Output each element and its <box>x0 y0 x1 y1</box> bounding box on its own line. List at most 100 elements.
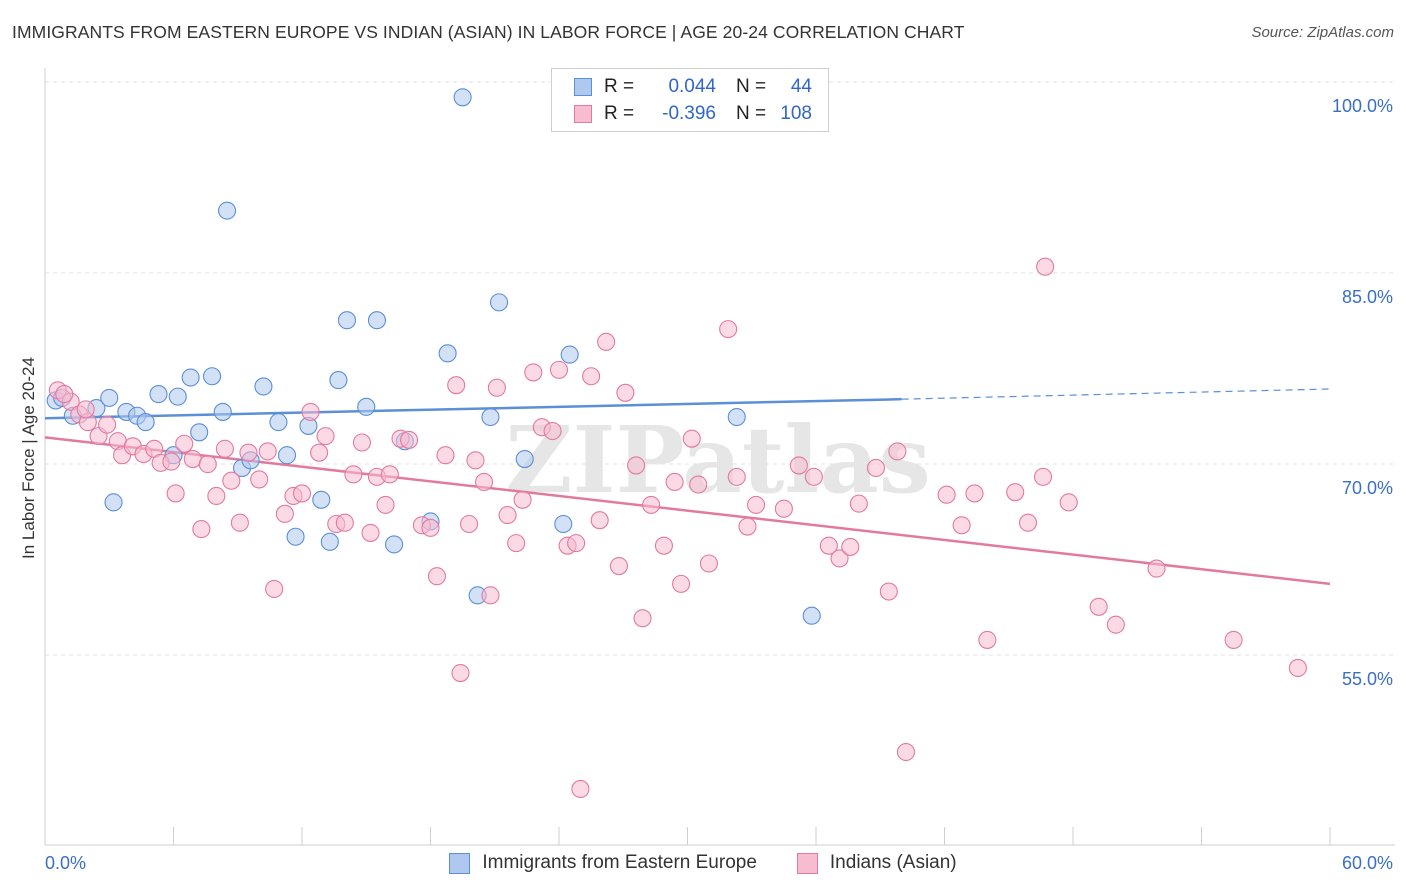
point-eastern-europe <box>312 490 331 509</box>
point-eastern-europe <box>168 387 187 406</box>
point-indians <box>301 402 320 421</box>
point-indians <box>609 556 629 576</box>
source-credit: Source: ZipAtlas.com <box>1251 24 1394 41</box>
trend-eastern-europe-extension <box>901 388 1331 400</box>
legend-row-indians: R = -0.396 N = 108 <box>574 102 812 126</box>
point-indians <box>879 582 898 601</box>
legend-swatch-eastern-europe <box>574 78 592 96</box>
point-indians <box>222 471 241 490</box>
point-eastern-europe <box>481 407 500 427</box>
point-indians <box>727 467 746 486</box>
point-eastern-europe <box>277 446 297 465</box>
point-eastern-europe <box>254 377 273 396</box>
point-indians <box>571 779 590 799</box>
point-indians <box>689 475 708 494</box>
point-eastern-europe <box>213 402 232 421</box>
point-indians <box>474 472 494 492</box>
point-indians <box>1018 513 1038 532</box>
legend-n-value: 108 <box>780 103 812 124</box>
legend-label-indians: Indians (Asian) <box>829 852 957 873</box>
y-tick-label: 55.0% <box>1342 669 1393 689</box>
point-indians <box>447 376 466 395</box>
point-eastern-europe <box>329 371 348 390</box>
point-eastern-europe <box>727 407 746 427</box>
point-eastern-europe <box>438 344 457 363</box>
point-indians <box>582 367 601 386</box>
point-indians <box>215 439 234 458</box>
point-indians <box>804 467 823 486</box>
point-indians <box>699 554 718 573</box>
legend-r-value: -0.396 <box>662 103 716 124</box>
point-indians <box>597 332 616 351</box>
legend-r-label: R = <box>604 76 635 97</box>
x-tick-labels: 0.0% 60.0% <box>45 853 1393 873</box>
point-indians <box>1089 597 1108 616</box>
point-indians <box>421 518 440 537</box>
point-indians <box>258 442 277 461</box>
point-indians <box>642 495 661 514</box>
axes <box>44 68 1395 846</box>
point-indians <box>888 442 907 461</box>
legend-label-eastern-europe: Immigrants from Eastern Europe <box>482 852 757 873</box>
point-indians <box>487 378 506 397</box>
point-indians <box>507 534 526 553</box>
point-indians <box>952 516 971 535</box>
point-eastern-europe <box>181 368 200 387</box>
point-indians <box>567 534 586 553</box>
legend-row-eastern-europe: R = 0.044 N = 44 <box>574 75 812 99</box>
point-indians <box>819 536 838 555</box>
point-indians <box>310 443 329 462</box>
point-indians <box>719 320 738 339</box>
point-eastern-europe <box>320 532 339 551</box>
stats-legend: R = 0.044 N = 44 R = -0.396 N = 108 <box>551 68 829 132</box>
point-eastern-europe <box>217 201 237 220</box>
y-tick-label: 70.0% <box>1342 478 1393 498</box>
point-indians <box>866 458 886 478</box>
point-indians <box>436 446 455 465</box>
point-indians <box>198 455 217 474</box>
legend-r-label: R = <box>604 103 635 124</box>
point-indians <box>451 663 470 683</box>
point-eastern-europe <box>560 345 579 364</box>
x-tick-label: 60.0% <box>1342 853 1393 873</box>
point-eastern-europe <box>190 423 209 442</box>
point-indians <box>380 465 399 484</box>
trend-eastern-europe <box>44 397 902 420</box>
y-tick-labels: 55.0% 70.0% 85.0% 100.0% <box>1332 96 1393 689</box>
point-indians <box>335 513 354 532</box>
legend-item-indians: Indians (Asian) <box>796 852 957 874</box>
point-indians <box>1147 559 1166 578</box>
point-indians <box>55 385 74 404</box>
point-indians <box>481 586 500 605</box>
point-indians <box>400 430 419 449</box>
point-eastern-europe <box>515 449 534 469</box>
point-indians <box>633 609 652 628</box>
point-indians <box>98 415 117 434</box>
point-indians <box>549 360 569 379</box>
y-tick-label: 100.0% <box>1332 96 1393 116</box>
point-indians <box>746 495 766 514</box>
point-indians <box>1033 467 1053 486</box>
point-indians <box>352 433 372 452</box>
point-indians <box>627 456 646 475</box>
point-eastern-europe <box>286 527 305 546</box>
legend-n-label: N = <box>736 103 767 124</box>
point-indians <box>590 511 609 530</box>
point-indians <box>965 484 984 503</box>
point-indians <box>738 517 757 536</box>
point-eastern-europe <box>269 413 288 432</box>
point-indians <box>192 520 211 539</box>
y-axis-title: In Labor Force | Age 20-24 <box>19 357 38 559</box>
point-indians <box>841 537 860 556</box>
point-indians <box>459 514 479 534</box>
point-eastern-europe <box>149 385 168 404</box>
legend-n-value: 44 <box>790 76 812 97</box>
point-indians <box>292 484 312 503</box>
series-legend: Immigrants from Eastern Europe Indians (… <box>0 852 1406 874</box>
point-eastern-europe <box>802 606 821 625</box>
legend-swatch-eastern-europe <box>449 852 471 874</box>
point-indians <box>183 449 202 469</box>
point-indians <box>789 456 808 475</box>
point-eastern-europe <box>367 311 387 330</box>
